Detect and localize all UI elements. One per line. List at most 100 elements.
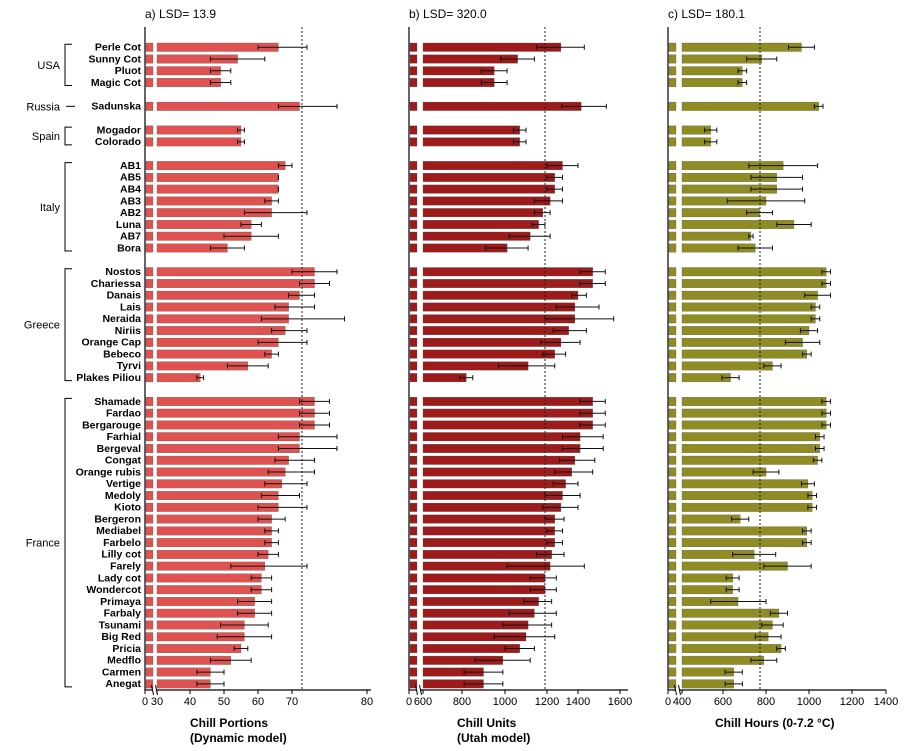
bar-stub <box>409 208 418 218</box>
bar-stub <box>145 526 154 536</box>
bar-stub <box>668 267 677 277</box>
bar <box>422 101 582 111</box>
bar-stub <box>668 243 677 253</box>
bar-stub <box>668 455 677 465</box>
category-label: Vertige <box>106 478 141 490</box>
bar <box>681 314 816 324</box>
category-label: Primaya <box>100 596 141 608</box>
bar-stub <box>145 161 154 171</box>
bar-stub <box>668 137 677 147</box>
bar-stub <box>668 620 677 630</box>
bar-stub <box>145 561 154 571</box>
x-axis-label: Chill Hours (0-7.2 °C) <box>715 716 834 730</box>
bar-stub <box>409 349 418 359</box>
category-label: Lais <box>120 301 141 313</box>
bar-stub <box>409 54 418 64</box>
category-label: AB1 <box>120 160 141 172</box>
bar-stub <box>409 597 418 606</box>
bar-stub <box>409 184 418 194</box>
bar-stub <box>409 432 418 442</box>
bar <box>156 161 286 171</box>
bar <box>422 220 539 229</box>
category-label: Colorado <box>95 136 141 148</box>
bar <box>422 267 593 277</box>
category-label: Mogador <box>97 124 141 136</box>
axis-break-mark <box>151 684 154 696</box>
bar <box>422 125 520 135</box>
category-label: Carmen <box>102 666 141 678</box>
group-label: France <box>26 538 60 550</box>
bar-stub <box>409 220 418 229</box>
bar <box>156 455 289 465</box>
bar-stub <box>409 397 418 406</box>
bar-stub <box>145 573 154 583</box>
bar-stub <box>668 420 677 430</box>
bar <box>422 184 555 194</box>
bar <box>156 538 272 548</box>
bar-stub <box>668 538 677 548</box>
bar <box>156 302 289 312</box>
bar <box>422 408 593 418</box>
bar <box>681 573 733 583</box>
x-tick-label: 400 <box>673 696 691 708</box>
x-tick-label: 50 <box>218 696 230 708</box>
bar <box>422 526 555 536</box>
bar-stub <box>145 326 154 335</box>
bar-stub <box>409 408 418 418</box>
category-label: Pricia <box>112 643 141 655</box>
bar-stub <box>409 549 418 559</box>
group-bracket <box>64 126 72 146</box>
bar-stub <box>145 349 154 359</box>
bar <box>422 585 546 595</box>
axis-break-mark <box>415 684 418 696</box>
bar-stub <box>409 491 418 500</box>
category-label: Fardao <box>106 408 141 420</box>
bar-stub <box>668 585 677 595</box>
bar-stub <box>145 597 154 606</box>
bar <box>422 420 593 430</box>
bar-stub <box>409 502 418 512</box>
category-label: Congat <box>105 455 142 467</box>
category-label: Danais <box>107 290 142 302</box>
bar-stub <box>409 514 418 524</box>
category-label: AB3 <box>120 195 141 207</box>
group-label: Italy <box>40 202 61 214</box>
bar <box>681 326 810 335</box>
bar <box>156 279 315 288</box>
bar-stub <box>145 467 154 477</box>
bar <box>681 66 743 76</box>
bar <box>681 479 809 489</box>
bar-stub <box>145 290 154 300</box>
bar-stub <box>145 502 154 512</box>
x-tick-label: 1400 <box>566 696 590 708</box>
bar-stub <box>668 314 677 324</box>
bar-stub <box>668 549 677 559</box>
category-label: Magic Cot <box>91 77 142 89</box>
x-tick-label: 30 <box>151 696 163 708</box>
bar-stub <box>668 337 677 347</box>
x-tick-label: 1200 <box>535 696 559 708</box>
bar-stub <box>668 597 677 606</box>
bar-stub <box>668 502 677 512</box>
x-tick-label: 1600 <box>608 696 632 708</box>
bar <box>156 373 201 383</box>
bar-stub <box>409 161 418 171</box>
x-tick-label: 1200 <box>840 696 864 708</box>
category-label: Sunny Cot <box>89 53 142 65</box>
bar <box>681 349 807 359</box>
x-tick-label: 0 <box>665 696 671 708</box>
bar-stub <box>409 679 418 689</box>
bar-stub <box>145 172 154 182</box>
group-bracket <box>64 397 72 688</box>
bar <box>156 196 272 206</box>
bar-stub <box>668 231 677 241</box>
bar <box>422 444 581 453</box>
bar-stub <box>668 573 677 583</box>
bar <box>156 290 300 300</box>
category-label: Nostos <box>105 266 141 278</box>
bar <box>156 585 262 595</box>
bar-stub <box>668 349 677 359</box>
group-bracket <box>64 43 72 87</box>
bar-stub <box>409 196 418 206</box>
bar-stub <box>145 444 154 453</box>
